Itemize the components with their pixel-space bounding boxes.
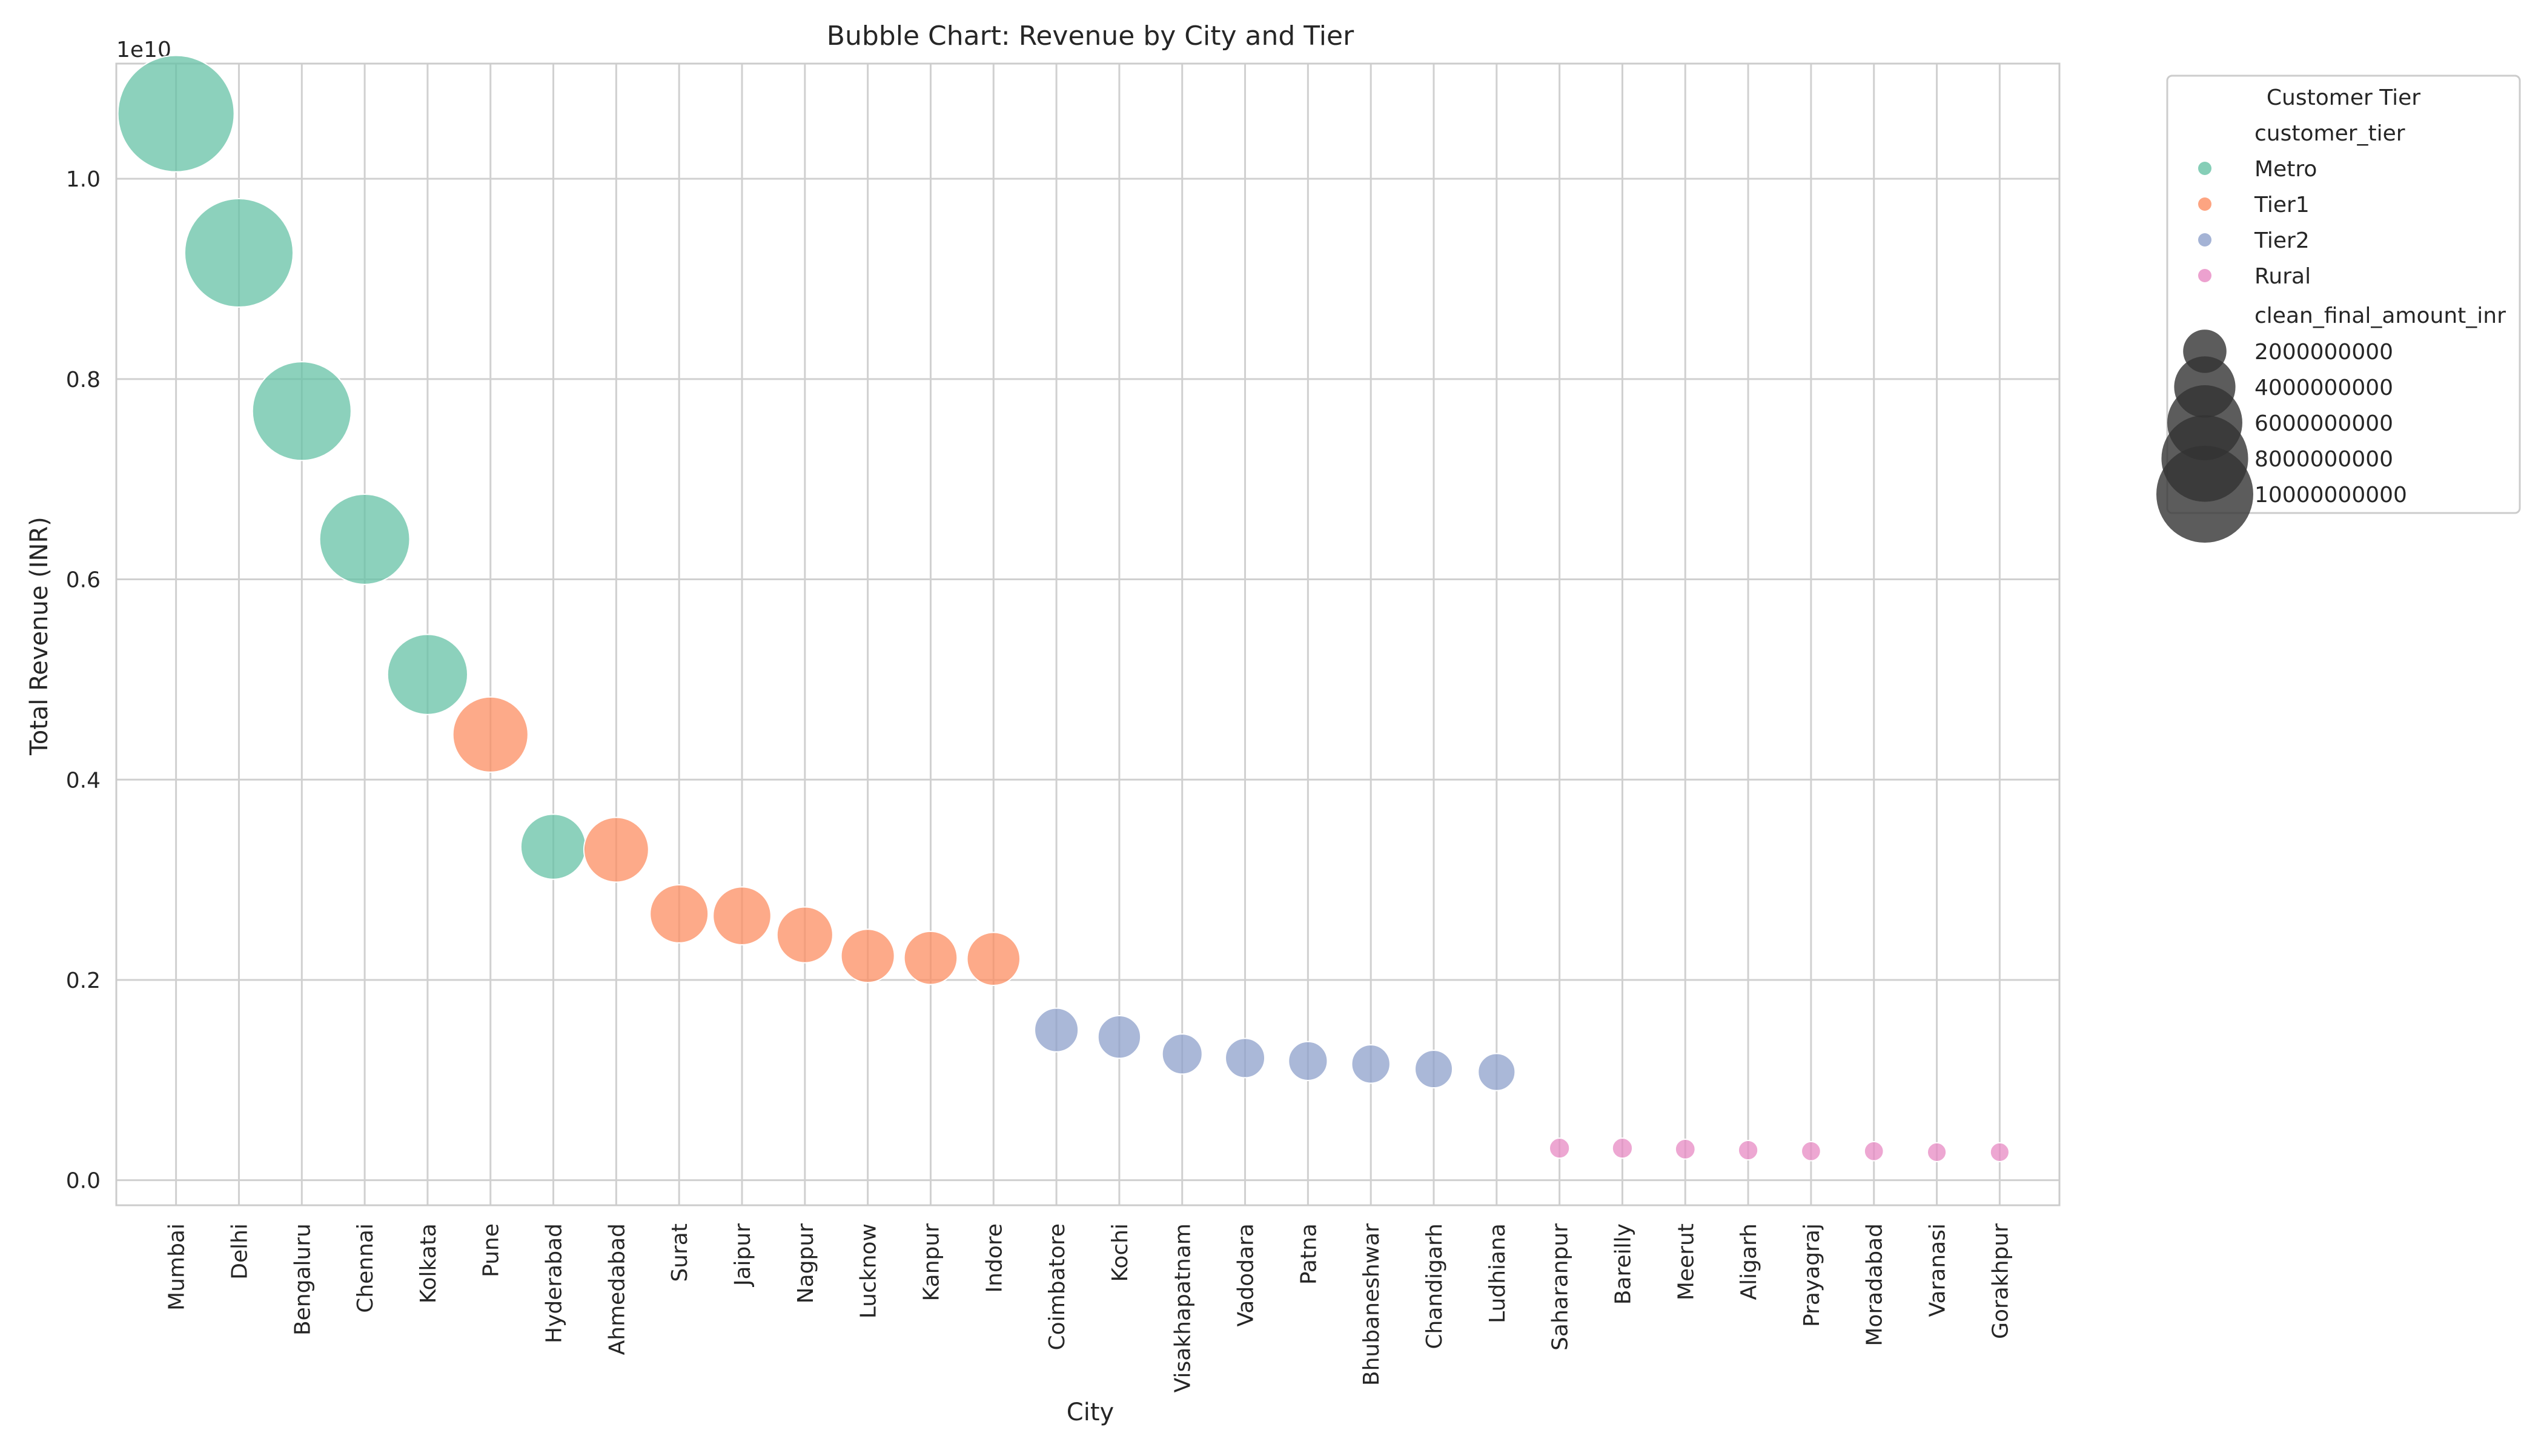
x-tick-label: Pune [479,1223,504,1277]
x-tick-label: Coimbatore [1045,1223,1070,1350]
bubble-point [776,906,833,964]
bubble-point [649,884,709,944]
bubble-point [117,55,235,173]
bubble-point [251,361,352,462]
bubble-point [386,634,469,715]
bubble-point [1674,1139,1696,1160]
x-tick-label: Mumbai [165,1223,190,1311]
x-tick-label: Kochi [1108,1223,1133,1282]
legend-size-label: 8000000000 [2254,447,2393,472]
bubble-point [1737,1139,1759,1161]
legend-marker [2198,269,2211,282]
legend-size-title: clean_final_amount_inr [2254,303,2506,328]
bubble-point [1034,1007,1079,1053]
legend-hue-title: customer_tier [2254,121,2405,146]
bubble-point [520,813,587,880]
bubble-point [1611,1137,1634,1159]
y-tick-label: 0.4 [66,768,101,793]
bubble-point [452,696,529,773]
y-tick-label: 0.0 [66,1169,101,1194]
legend-marker [2198,197,2211,211]
x-tick-label: Meerut [1674,1223,1698,1300]
x-tick-label: Nagpur [793,1223,818,1304]
bubble-point [1414,1050,1453,1089]
x-tick-label: Delhi [227,1223,252,1280]
legend-label: Rural [2254,264,2311,289]
x-tick-label: Indore [982,1223,1007,1292]
legend-label: Metro [2254,157,2317,182]
bubble-point [1989,1142,2010,1162]
x-tick-label: Surat [667,1223,692,1282]
y-tick-label: 1.0 [66,167,101,192]
legend-marker [2198,233,2211,247]
bubble-point [1225,1037,1266,1079]
x-tick-label: Prayagraj [1800,1223,1824,1327]
x-tick-label: Ludhiana [1485,1223,1510,1323]
bubble-point [1097,1015,1142,1059]
x-tick-label: Moradabad [1863,1223,1887,1346]
bubble-point [583,816,649,883]
bubble-point [319,493,411,585]
x-tick-label: Ahmedabad [605,1223,629,1355]
legend-label: Tier1 [2254,193,2310,217]
bubble-point [903,930,958,985]
x-tick-label: Bhubaneshwar [1359,1223,1384,1386]
legend-size-label: 2000000000 [2254,340,2393,365]
bubble-point [1863,1140,1884,1162]
bubble-point [1351,1044,1391,1084]
x-tick-label: Chennai [353,1223,378,1313]
bubble-point [1477,1053,1516,1091]
bubble-point [184,197,294,308]
y-tick-label: 0.6 [66,568,101,593]
x-tick-label: Saharanpur [1548,1223,1573,1351]
x-tick-label: Kanpur [919,1223,944,1302]
legend-label: Tier2 [2254,228,2310,253]
bubble-point [1801,1140,1821,1162]
bubble-point [1549,1137,1571,1159]
y-tick-label: 0.2 [66,968,101,993]
bubble-point [1926,1142,1947,1162]
legend-size-label: 4000000000 [2254,376,2393,400]
x-tick-label: Bengaluru [290,1223,315,1335]
x-tick-label: Chandigarh [1422,1223,1447,1349]
x-tick-label: Aligarh [1737,1223,1761,1300]
x-tick-label: Gorakhpur [1988,1223,2013,1339]
legend-title: Customer Tier [2267,85,2420,110]
legend-box [2166,74,2521,514]
bubble-point [712,886,772,945]
legend-size-label: 6000000000 [2254,411,2393,436]
bubble-point [966,932,1021,986]
x-tick-label: Varanasi [1926,1223,1950,1317]
y-tick-label: 0.8 [66,368,101,392]
legend-marker [2198,162,2211,175]
bubble-point [1161,1033,1203,1075]
x-tick-label: Kolkata [416,1223,441,1303]
x-tick-label: Patna [1296,1223,1321,1285]
chart-title: Bubble Chart: Revenue by City and Tier [827,21,1354,51]
legend-size-marker [2156,445,2254,543]
x-tick-label: Lucknow [856,1223,881,1319]
plot-frame [115,62,2061,1206]
x-axis-label: City [1067,1398,1114,1426]
x-tick-label: Vadodara [1234,1223,1259,1327]
x-tick-label: Hyderabad [542,1223,567,1343]
bubble-point [1288,1041,1328,1081]
legend-size-label: 10000000000 [2254,483,2407,508]
x-tick-label: Bareilly [1611,1223,1635,1305]
x-tick-label: Jaipur [730,1223,755,1287]
bubble-point [840,928,895,984]
y-axis-label: Total Revenue (INR) [25,517,53,756]
x-tick-label: Visakhapatnam [1171,1223,1196,1392]
